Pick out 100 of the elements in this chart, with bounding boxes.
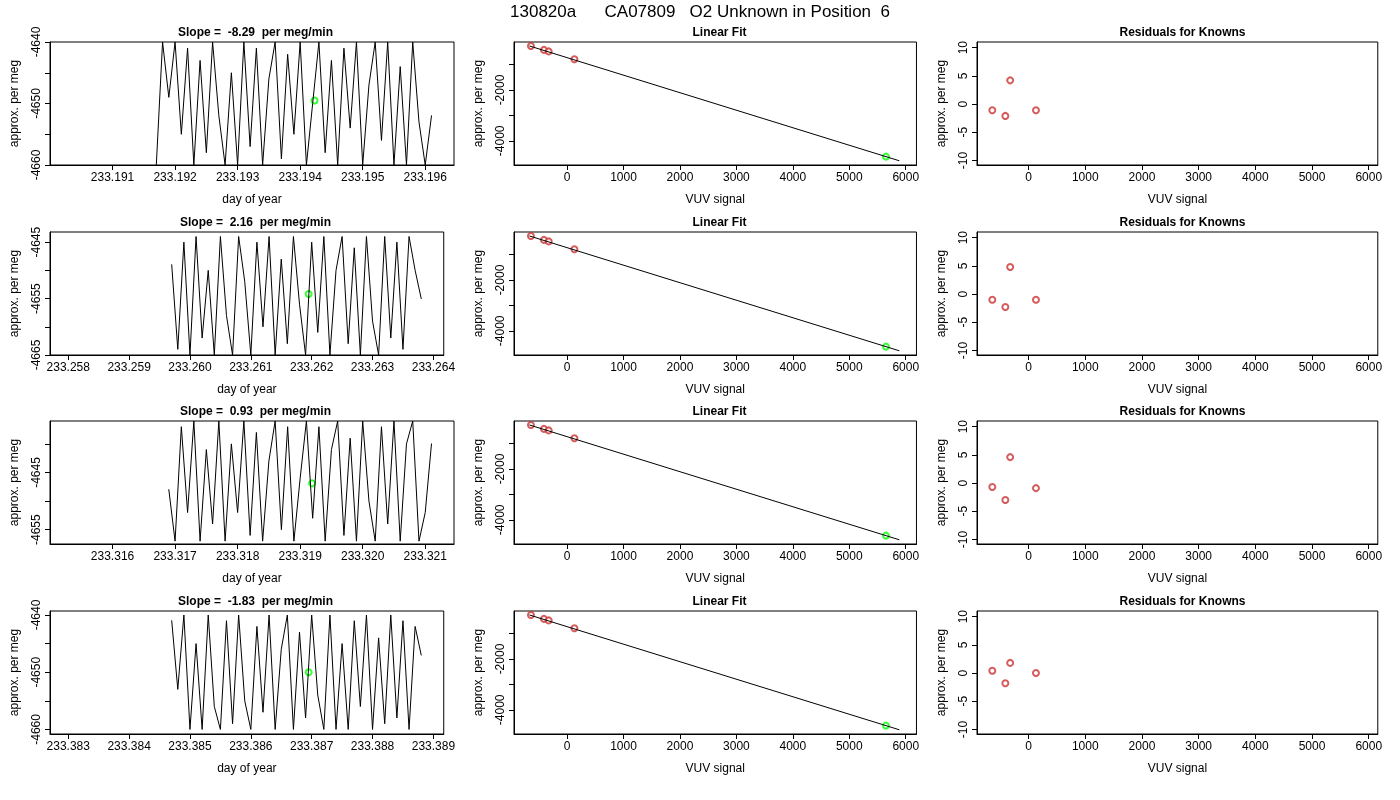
point	[1001, 495, 1010, 504]
x-tick-label: 4000	[1241, 738, 1270, 753]
x-tick-label: 0	[1025, 170, 1033, 184]
chart-title: Slope = -1.83 per meg/min	[177, 593, 334, 608]
chart-title: Residuals for Knowns	[1119, 404, 1246, 418]
x-tick-label: 1000	[1071, 738, 1099, 753]
point	[988, 295, 997, 304]
point	[1031, 668, 1040, 677]
y-tick-label: -2000	[493, 263, 507, 295]
x-tick-label: 1000	[610, 170, 638, 184]
x-tick-label: 3000	[1185, 359, 1213, 374]
x-tick-label: 1000	[610, 359, 638, 374]
x-tick-label: 5000	[835, 359, 863, 374]
x-tick-label: 233.386	[229, 738, 273, 753]
x-tick-label: 2000	[1128, 738, 1156, 753]
y-axis-title: approx. per meg	[471, 249, 485, 337]
x-tick-label: 1000	[610, 549, 638, 563]
y-tick-label: 10	[956, 609, 970, 623]
x-tick-label: 3000	[723, 170, 751, 184]
y-tick-label: 5	[956, 72, 970, 80]
chart-title: Slope = 0.93 per meg/min	[179, 404, 332, 418]
point	[988, 666, 997, 675]
x-tick-label: 4000	[1241, 170, 1270, 184]
y-tick-label: 5	[956, 451, 970, 459]
y-tick-label: 0	[956, 668, 970, 676]
point	[1031, 106, 1040, 115]
x-axis-title: VUV signal	[685, 760, 745, 775]
y-axis-title: approx. per meg	[471, 628, 485, 716]
x-tick-label: 233.387	[289, 738, 334, 753]
x-tick-label: 6000	[892, 738, 920, 753]
y-tick-label: -10	[956, 151, 970, 170]
x-tick-label: 233.263	[350, 359, 395, 374]
x-tick-label: 6000	[1355, 738, 1383, 753]
x-axis-title: VUV signal	[1147, 571, 1208, 585]
x-tick-label: 233.261	[229, 359, 273, 374]
point	[1031, 484, 1040, 493]
y-tick-label: -2000	[493, 74, 507, 106]
y-axis-title: approx. per meg	[934, 59, 948, 148]
y-axis-title: approx. per meg	[934, 249, 948, 337]
y-tick-label: -10	[956, 719, 970, 738]
x-axis-title: VUV signal	[685, 571, 745, 585]
x-tick-label: 5000	[1298, 738, 1326, 753]
x-tick-label: 233.195	[341, 170, 385, 184]
x-tick-label: 4000	[1241, 549, 1270, 563]
y-tick-label: -5	[956, 695, 970, 707]
y-tick-label: 0	[956, 289, 970, 297]
x-tick-label: 233.389	[411, 738, 456, 753]
point	[988, 483, 997, 492]
point	[1006, 76, 1015, 85]
y-tick-label: -4640	[29, 598, 43, 630]
y-tick-label: -5	[956, 126, 970, 138]
x-tick-label: 3000	[1185, 549, 1213, 563]
x-axis-title: day of year	[222, 571, 282, 585]
x-tick-label: 233.192	[153, 170, 198, 184]
x-tick-label: 6000	[892, 170, 920, 184]
y-tick-label: -4640	[29, 26, 43, 58]
y-tick-label: -2000	[493, 642, 507, 674]
x-tick-label: 233.385	[168, 738, 212, 753]
x-tick-label: 3000	[1185, 170, 1213, 184]
y-tick-label: -4660	[29, 713, 43, 745]
x-tick-label: 0	[563, 549, 571, 563]
x-axis-title: VUV signal	[685, 192, 745, 206]
x-axis-title: VUV signal	[685, 381, 745, 396]
text: 130820a CA07809 O2 Unknown in Position 6	[509, 1, 891, 23]
x-tick-label: 1000	[1071, 359, 1099, 374]
x-tick-label: 1000	[1071, 549, 1099, 563]
x-tick-label: 5000	[1298, 170, 1326, 184]
y-tick-label: 0	[956, 100, 970, 108]
x-tick-label: 233.384	[107, 738, 152, 753]
y-tick-label: -4645	[29, 225, 43, 258]
x-tick-label: 4000	[1241, 359, 1270, 374]
point	[1031, 295, 1040, 304]
x-tick-label: 233.260	[168, 359, 212, 374]
x-tick-label: 4000	[779, 738, 807, 753]
y-tick-label: 5	[956, 640, 970, 648]
x-tick-label: 6000	[892, 359, 920, 374]
chart-title: Residuals for Knowns	[1119, 25, 1246, 39]
x-tick-label: 6000	[1355, 549, 1383, 563]
x-tick-label: 0	[1025, 549, 1033, 563]
chart-title: Residuals for Knowns	[1119, 593, 1246, 608]
x-tick-label: 2000	[1128, 170, 1156, 184]
y-tick-label: -4000	[493, 125, 507, 157]
y-axis-title: approx. per meg	[934, 628, 948, 716]
x-axis-title: VUV signal	[1147, 381, 1208, 396]
chart-title: Linear Fit	[692, 214, 747, 229]
point	[1001, 302, 1010, 311]
x-tick-label: 233.196	[403, 170, 448, 184]
y-tick-label: -4665	[29, 338, 43, 370]
y-tick-label: -4655	[29, 282, 43, 314]
chart-title: Residuals for Knowns	[1119, 214, 1246, 229]
x-tick-label: 5000	[835, 549, 863, 563]
x-tick-label: 6000	[1355, 359, 1383, 374]
x-tick-label: 0	[1025, 738, 1033, 753]
chart-title: Slope = -8.29 per meg/min	[177, 25, 334, 39]
x-tick-label: 1000	[1071, 170, 1099, 184]
line-series	[171, 614, 422, 730]
x-tick-label: 0	[563, 738, 571, 753]
x-tick-label: 6000	[892, 549, 920, 563]
y-axis-title: approx. per meg	[7, 628, 21, 716]
y-tick-label: -4650	[29, 656, 43, 688]
